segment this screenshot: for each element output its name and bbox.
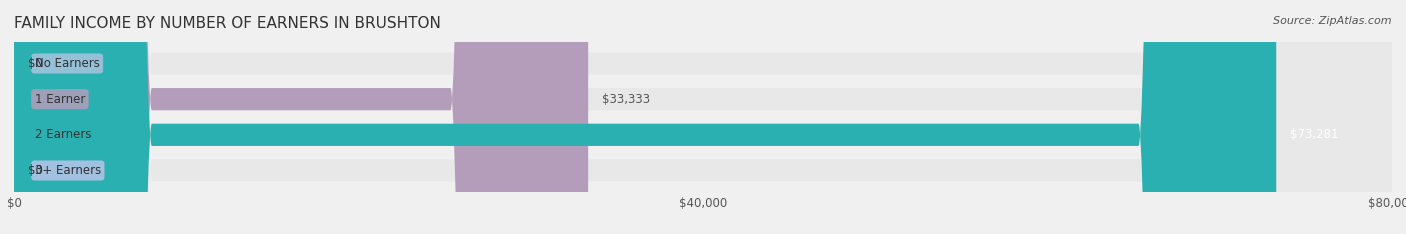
- Text: 3+ Earners: 3+ Earners: [35, 164, 101, 177]
- FancyBboxPatch shape: [14, 0, 588, 234]
- FancyBboxPatch shape: [14, 0, 1392, 234]
- Text: $73,281: $73,281: [1289, 128, 1339, 141]
- FancyBboxPatch shape: [14, 0, 1277, 234]
- FancyBboxPatch shape: [14, 0, 1392, 234]
- Text: 2 Earners: 2 Earners: [35, 128, 91, 141]
- FancyBboxPatch shape: [14, 0, 1392, 234]
- Text: Source: ZipAtlas.com: Source: ZipAtlas.com: [1274, 16, 1392, 26]
- Text: FAMILY INCOME BY NUMBER OF EARNERS IN BRUSHTON: FAMILY INCOME BY NUMBER OF EARNERS IN BR…: [14, 16, 441, 31]
- Text: $0: $0: [28, 164, 42, 177]
- Text: 1 Earner: 1 Earner: [35, 93, 86, 106]
- Text: $0: $0: [28, 57, 42, 70]
- FancyBboxPatch shape: [14, 0, 1392, 234]
- Text: $33,333: $33,333: [602, 93, 650, 106]
- Text: No Earners: No Earners: [35, 57, 100, 70]
